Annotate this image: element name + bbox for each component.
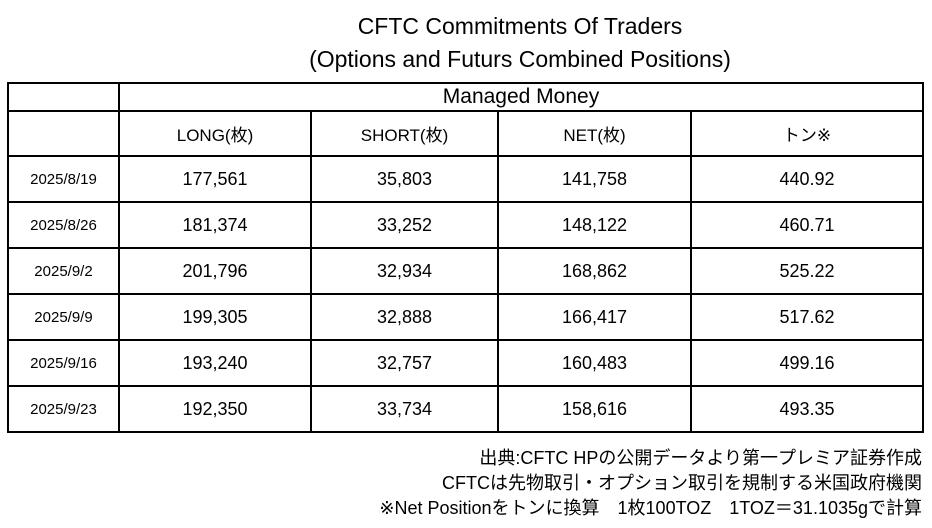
column-header-long: LONG(枚) xyxy=(118,110,312,157)
long-cell: 181,374 xyxy=(118,201,312,249)
tons-cell: 460.71 xyxy=(690,201,924,249)
short-cell: 32,934 xyxy=(310,247,499,295)
footnotes: 出典:CFTC HPの公開データより第一プレミア証券作成 CFTCは先物取引・オ… xyxy=(379,446,922,521)
corner-spacer xyxy=(7,110,120,157)
short-cell: 33,734 xyxy=(310,385,499,433)
long-cell: 201,796 xyxy=(118,247,312,295)
date-cell: 2025/8/26 xyxy=(7,201,120,249)
net-cell: 168,862 xyxy=(497,247,692,295)
date-cell: 2025/9/2 xyxy=(7,247,120,295)
column-header-row: LONG(枚) SHORT(枚) NET(枚) トン※ xyxy=(7,110,924,157)
long-cell: 193,240 xyxy=(118,339,312,387)
table-row: 2025/9/16 193,240 32,757 160,483 499.16 xyxy=(7,339,924,387)
corner-spacer xyxy=(7,82,120,112)
short-cell: 32,757 xyxy=(310,339,499,387)
title-line-1: CFTC Commitments Of Traders xyxy=(357,13,683,39)
group-header-row: Managed Money xyxy=(7,82,924,112)
tons-cell: 440.92 xyxy=(690,155,924,203)
column-header-net: NET(枚) xyxy=(497,110,692,157)
date-cell: 2025/8/19 xyxy=(7,155,120,203)
net-cell: 166,417 xyxy=(497,293,692,341)
cot-table: Managed Money LONG(枚) SHORT(枚) NET(枚) トン… xyxy=(7,82,924,433)
column-header-short: SHORT(枚) xyxy=(310,110,499,157)
date-cell: 2025/9/16 xyxy=(7,339,120,387)
date-cell: 2025/9/23 xyxy=(7,385,120,433)
long-cell: 192,350 xyxy=(118,385,312,433)
table-row: 2025/9/23 192,350 33,734 158,616 493.35 xyxy=(7,385,924,433)
short-cell: 33,252 xyxy=(310,201,499,249)
footnote-source: 出典:CFTC HPの公開データより第一プレミア証券作成 xyxy=(479,448,922,468)
net-cell: 160,483 xyxy=(497,339,692,387)
net-cell: 148,122 xyxy=(497,201,692,249)
table-row: 2025/8/26 181,374 33,252 148,122 460.71 xyxy=(7,201,924,249)
tons-cell: 493.35 xyxy=(690,385,924,433)
table-row: 2025/9/2 201,796 32,934 168,862 525.22 xyxy=(7,247,924,295)
short-cell: 32,888 xyxy=(310,293,499,341)
net-cell: 141,758 xyxy=(497,155,692,203)
group-header: Managed Money xyxy=(118,82,924,112)
footnote-cftc-description: CFTCは先物取引・オプション取引を規制する米国政府機関 xyxy=(442,473,922,493)
tons-cell: 499.16 xyxy=(690,339,924,387)
tons-cell: 525.22 xyxy=(690,247,924,295)
net-cell: 158,616 xyxy=(497,385,692,433)
tons-cell: 517.62 xyxy=(690,293,924,341)
column-header-tons: トン※ xyxy=(690,110,924,157)
table-row: 2025/9/9 199,305 32,888 166,417 517.62 xyxy=(7,293,924,341)
footnote-conversion: ※Net Positionをトンに換算 1枚100TOZ 1TOZ＝31.103… xyxy=(379,498,922,518)
date-cell: 2025/9/9 xyxy=(7,293,120,341)
long-cell: 177,561 xyxy=(118,155,312,203)
table-row: 2025/8/19 177,561 35,803 141,758 440.92 xyxy=(7,155,924,203)
page-title: CFTC Commitments Of Traders (Options and… xyxy=(118,10,922,76)
title-line-2: (Options and Futurs Combined Positions) xyxy=(309,46,731,72)
short-cell: 35,803 xyxy=(310,155,499,203)
long-cell: 199,305 xyxy=(118,293,312,341)
